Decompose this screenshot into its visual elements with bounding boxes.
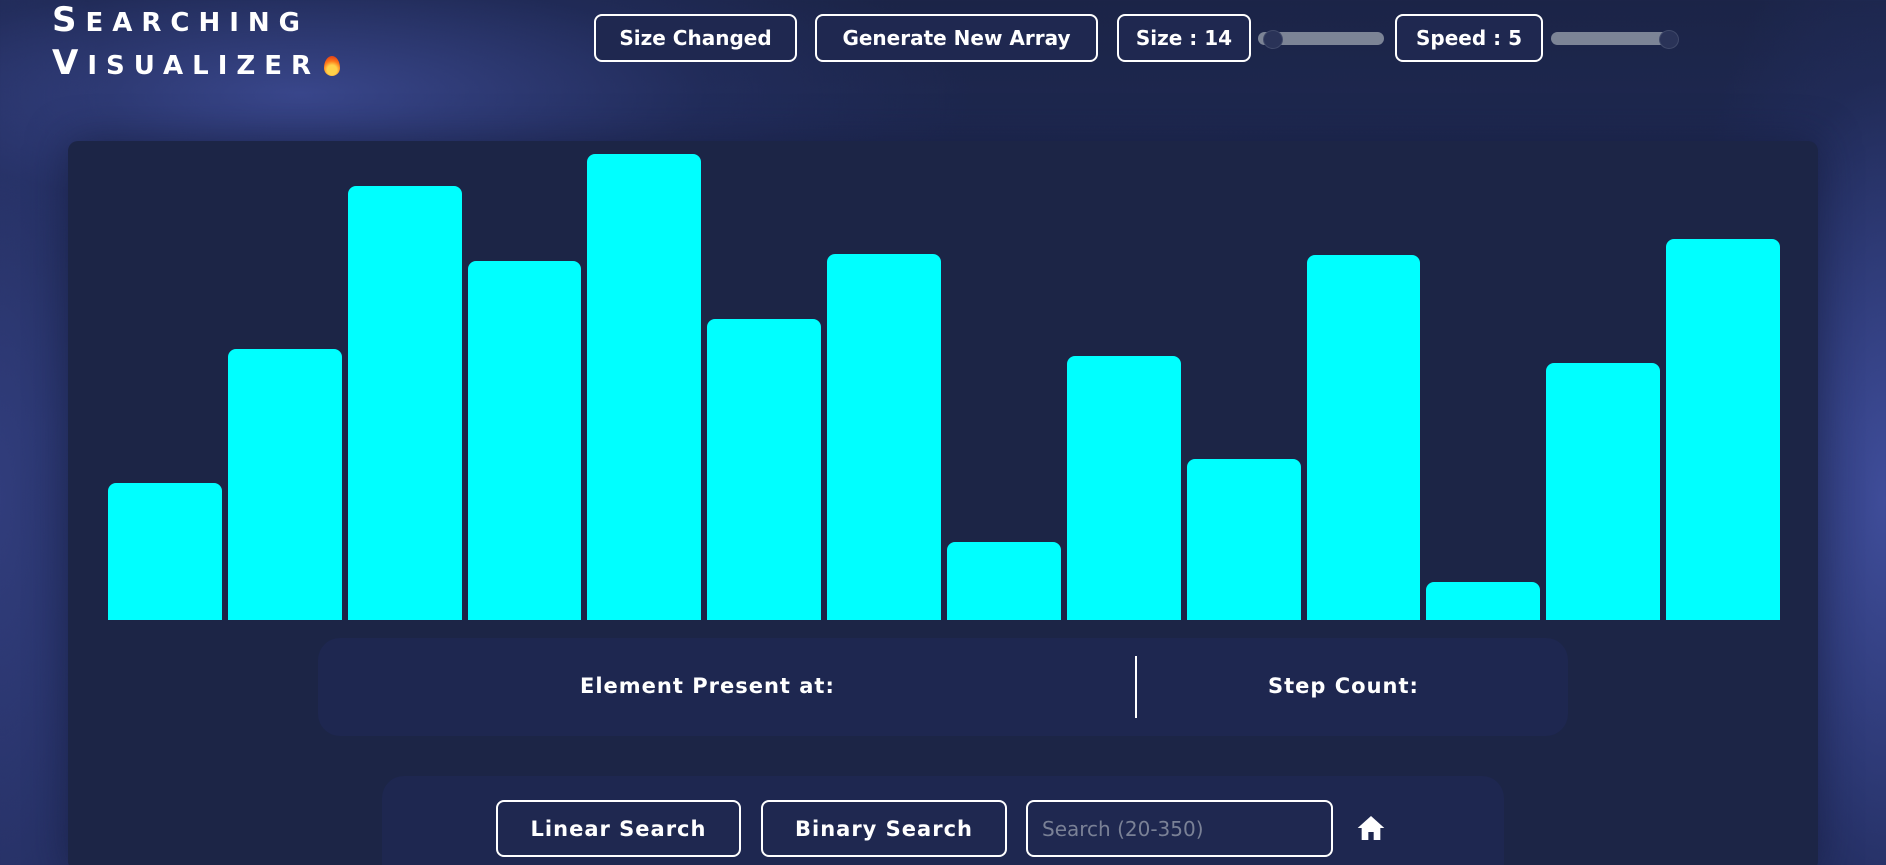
size-badge: Size : 14 — [1117, 14, 1251, 62]
generate-new-array-button[interactable]: Generate New Array — [815, 14, 1098, 62]
array-bar — [1546, 362, 1661, 620]
home-icon[interactable] — [1355, 812, 1387, 844]
array-bar — [587, 154, 702, 620]
size-slider[interactable] — [1258, 30, 1384, 49]
array-bar — [827, 253, 941, 620]
array-bar — [467, 261, 582, 620]
array-bar — [108, 483, 222, 620]
array-bar — [1066, 356, 1181, 620]
result-panel: Element Present at: Step Count: — [318, 638, 1568, 736]
size-slider-thumb[interactable] — [1262, 30, 1283, 49]
speed-badge: Speed : 5 — [1395, 14, 1543, 62]
array-bar — [1666, 238, 1780, 620]
speed-slider[interactable] — [1551, 30, 1679, 49]
element-present-label: Element Present at: — [580, 674, 835, 698]
array-bar — [1186, 458, 1301, 620]
speed-slider-thumb[interactable] — [1659, 30, 1679, 49]
array-bar — [1426, 581, 1541, 620]
title-line-1: SEARCHING — [52, 0, 310, 40]
array-bar — [347, 186, 462, 620]
search-input[interactable] — [1026, 800, 1333, 857]
array-bars — [108, 150, 1780, 620]
size-changed-button[interactable]: Size Changed — [594, 14, 797, 62]
app-title: SEARCHING VISUALIZER — [52, 0, 341, 86]
binary-search-button[interactable]: Binary Search — [761, 800, 1007, 857]
array-bar — [947, 542, 1061, 620]
title-line-2: VISUALIZER — [52, 43, 341, 86]
array-bar — [1306, 254, 1421, 620]
flame-icon — [324, 56, 341, 76]
linear-search-button[interactable]: Linear Search — [496, 800, 741, 857]
array-bar — [707, 318, 822, 620]
result-divider — [1135, 656, 1137, 718]
step-count-label: Step Count: — [1268, 674, 1419, 698]
array-bar — [227, 348, 342, 620]
